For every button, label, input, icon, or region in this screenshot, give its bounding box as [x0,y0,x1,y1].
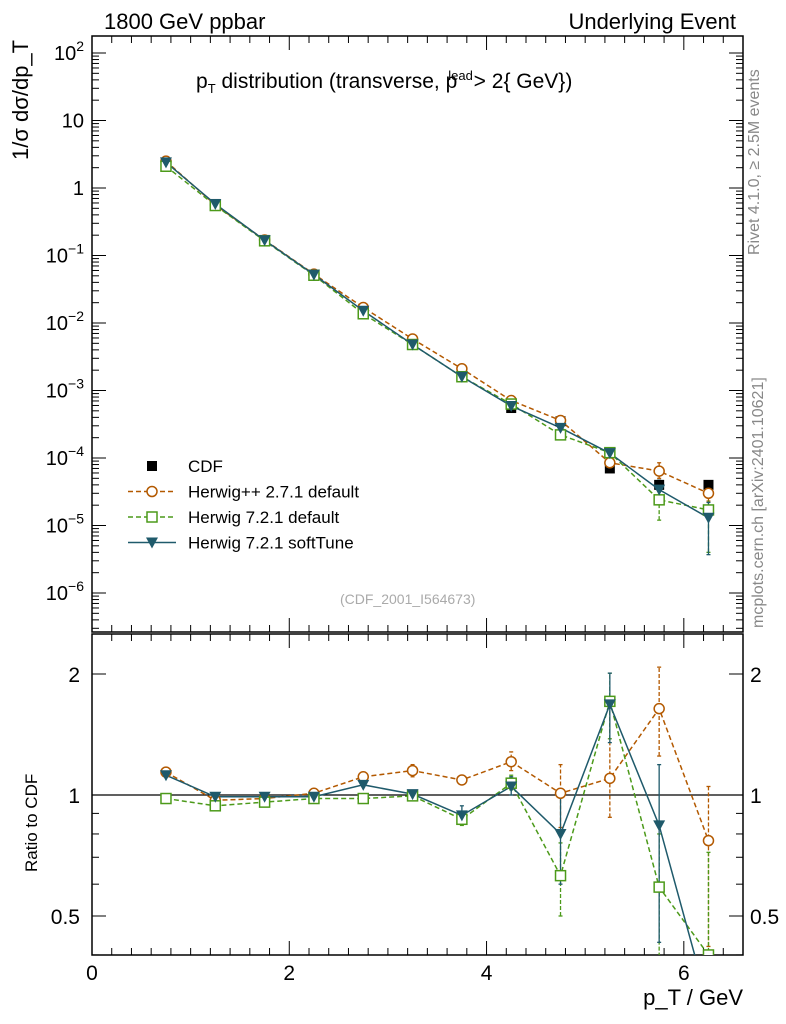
y-tick-label: 1 [73,178,84,200]
title-tail: > 2{ GeV}) [467,70,573,93]
x-axis-title: p_T / GeV [643,985,743,1010]
title-p: p [196,70,208,93]
series-line [165,165,709,511]
header-right: Underlying Event [568,9,736,34]
data-point [406,764,419,777]
y-axis-title-ratio: Ratio to CDF [22,773,41,872]
series-line [165,161,709,519]
data-point [307,791,320,803]
data-point [653,820,666,832]
y-tick-label: 10−2 [46,308,84,335]
series-line [165,702,696,955]
y-tick-label: 102 [54,38,84,65]
series-line [165,698,710,955]
main-axis-ticks: 10−6 10−5 10−4 10−3 10−2 10−1 1 10 102 [46,36,744,632]
data-point [554,422,567,434]
y-axis-title-text: 1/σ dσ/dp_T [8,39,33,160]
data-point [554,828,567,840]
ratio-plot-marks [92,666,743,955]
header-left: 1800 GeV ppbar [104,9,266,34]
data-point [653,881,665,893]
x-tick-label: 4 [481,962,493,985]
data-point [159,770,172,782]
x-tick-label: 2 [283,962,295,985]
y-tick-label-right: 0.5 [750,906,779,929]
data-point [406,339,419,351]
legend-marker [146,485,158,498]
title-main: distribution (transverse, p [215,70,458,93]
y-tick-label-right: 2 [750,664,762,687]
legend-label: Herwig++ 2.7.1 default [188,483,359,502]
main-plot-marks [159,155,715,556]
y-tick-label: 0.5 [51,906,80,929]
data-point [702,487,715,500]
y-tick-label: 10−5 [46,511,84,538]
data-point [653,484,666,496]
y-axis-title-main: 1/σ dσ/dp_T [8,40,34,160]
title-sup: lead [448,68,473,83]
legend-label: Herwig 7.2.1 default [188,508,339,527]
data-point [505,400,518,412]
y-tick-label: 10−4 [46,443,84,470]
data-point [653,494,665,506]
x-tick-label: 6 [678,962,690,985]
legend-marker [147,461,157,471]
main-panel-frame [91,35,744,633]
legend-label: Herwig 7.2.1 softTune [188,534,354,553]
y-tick-label-right: 1 [750,785,762,808]
data-point [505,755,517,768]
data-point [653,702,665,715]
y-tick-label: 10−1 [46,241,84,268]
data-point [209,198,222,210]
data-point [357,779,370,791]
series-line [165,707,710,841]
analysis-tag: (CDF_2001_I564673) [340,591,476,607]
data-point [209,791,222,803]
y-tick-label: 1 [68,785,80,808]
legend-marker [146,537,158,549]
side-label-bottom: mcplots.cern.ch [arXiv:2401.10621] [750,377,767,628]
data-point [160,792,172,805]
chart-title: pT distribution (transverse, plead > 2{ … [196,68,586,96]
data-point [406,789,419,801]
data-point [258,235,271,247]
data-point [703,479,714,490]
data-point [455,371,468,383]
title-sub: T [207,81,216,97]
legend: CDF Herwig++ 2.7.1 default Herwig 7.2.1 de… [128,457,359,553]
data-point [357,792,369,805]
data-point [702,834,715,847]
ratio-axis-ticks: 0 2 4 6 0.5 0.5 1 1 2 2 [51,634,779,985]
legend-label: CDF [188,457,223,476]
y-tick-label: 10−6 [46,578,84,605]
data-point [653,465,665,477]
legend-marker [146,511,158,523]
data-point [604,772,616,785]
data-point [159,157,172,169]
data-point [258,791,271,803]
y-tick-label: 10 [62,111,84,133]
data-point [603,699,616,711]
series-line [165,160,709,494]
data-point [455,810,468,822]
data-point [554,869,567,882]
y-tick-label: 2 [68,664,80,687]
data-point [604,457,616,469]
data-point [307,269,320,281]
y-tick-label: 10−3 [46,376,84,403]
data-point [554,787,567,800]
x-tick-label: 0 [86,962,98,985]
data-point [702,949,715,955]
data-point [603,448,616,460]
data-point [505,781,518,793]
data-point [702,512,715,524]
data-point [456,774,468,786]
side-label-top: Rivet 4.1.0, ≥ 2.5M events [746,69,763,255]
data-point [357,305,370,317]
